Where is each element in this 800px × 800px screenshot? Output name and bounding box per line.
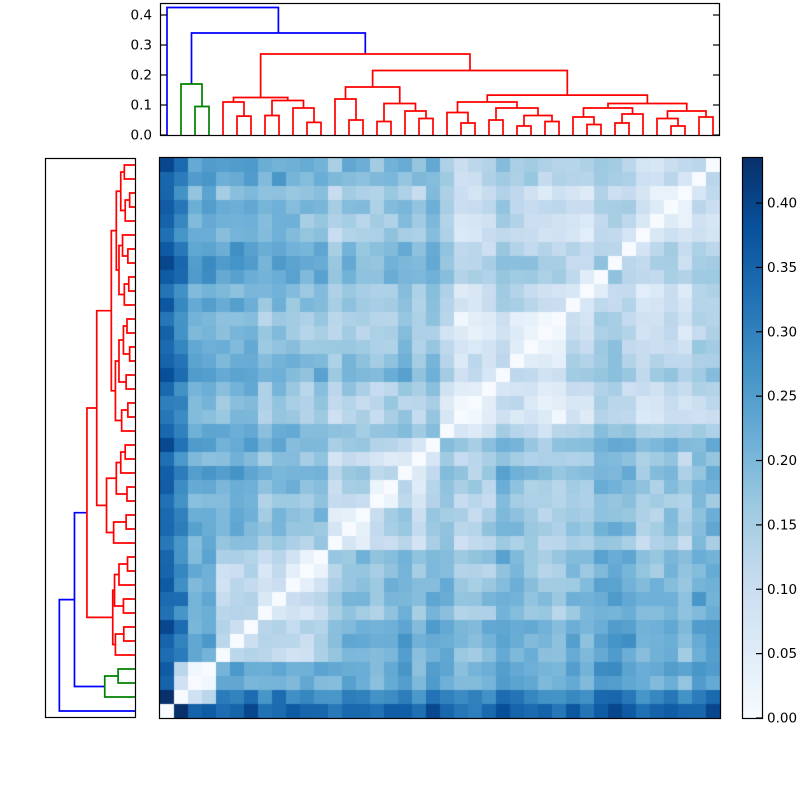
colorbar (743, 158, 762, 718)
colorbar-tick-label: 0.25 (767, 389, 797, 405)
top-dendrogram (166, 6, 714, 135)
top-dendro-tick-label: 0.3 (131, 38, 152, 54)
colorbar-tick-label: 0.15 (767, 517, 797, 533)
distance-matrix-heatmap (160, 158, 720, 718)
top-dendro-tick-label: 0.4 (131, 8, 152, 24)
colorbar-tick-label: 0.05 (767, 646, 797, 662)
colorbar-tick-label: 0.00 (767, 711, 797, 727)
top-dendro-tick-label: 0.2 (131, 68, 152, 84)
top-dendrogram-y-axis: 0.0 0.1 0.2 0.3 0.4 (131, 8, 719, 144)
colorbar-tick-label: 0.30 (767, 324, 797, 340)
top-dendro-tick-label: 0.0 (131, 128, 152, 144)
colorbar-tick-label: 0.40 (767, 196, 797, 212)
colorbar-tick-label: 0.10 (767, 582, 797, 598)
axes-frames (44, 2, 764, 720)
top-dendro-tick-label: 0.1 (131, 98, 152, 114)
colorbar-tick-label: 0.20 (767, 453, 797, 469)
colorbar-ticks: 0.00 0.05 0.10 0.15 0.20 0.25 0.30 0.35 0.40 (756, 196, 797, 727)
left-dendrogram (58, 164, 135, 712)
colorbar-tick-label: 0.35 (767, 260, 797, 276)
